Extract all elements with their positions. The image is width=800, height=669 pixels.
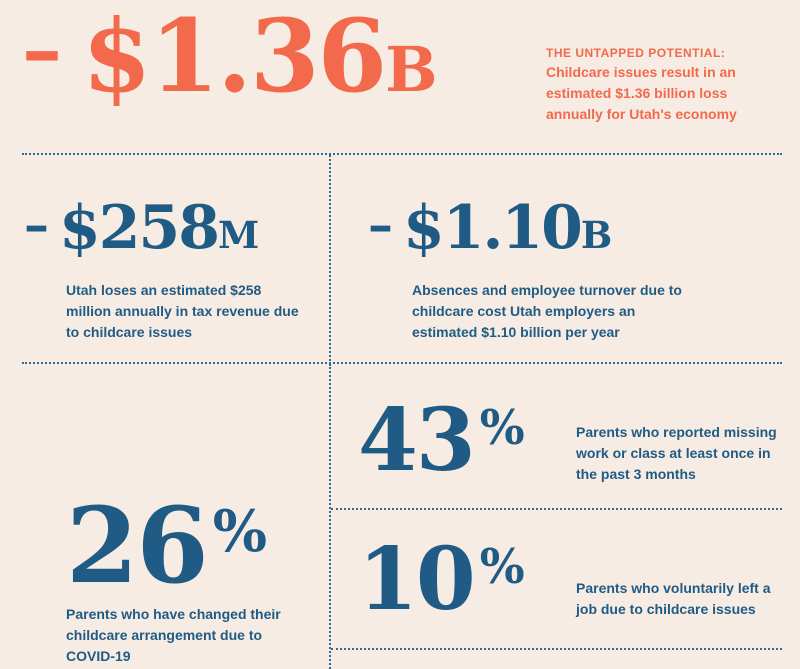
absences-loss-text: Absences and employee turnover due to ch… — [412, 282, 682, 340]
divider-right-middle — [331, 508, 782, 510]
divider-top — [22, 153, 782, 155]
tax-loss-figure: – $258M — [24, 198, 259, 258]
absences-loss-suffix: B — [580, 213, 613, 257]
untapped-potential-text: Childcare issues result in an estimated … — [546, 64, 737, 122]
total-loss-dash: – — [22, 2, 62, 96]
absences-loss-value: $1.10 — [403, 193, 583, 263]
stat-10-value: 10 — [358, 529, 476, 630]
absences-loss-dash: – — [368, 195, 393, 254]
stat-10-figure: 10% — [358, 537, 525, 623]
stat-43-value: 43 — [358, 390, 476, 491]
tax-loss-value: $258 — [59, 193, 220, 263]
stat-26-text: Parents who have changed their childcare… — [66, 606, 281, 664]
tax-loss-dash: – — [24, 195, 49, 254]
stat-43-text: Parents who reported missing work or cla… — [576, 424, 777, 482]
total-loss-suffix: B — [385, 33, 438, 106]
stat-26-figure: 26% — [66, 494, 267, 598]
divider-middle — [22, 362, 782, 364]
divider-vertical-lower — [329, 364, 331, 669]
divider-vertical-middle — [329, 155, 331, 365]
stat-10-text: Parents who voluntarily left a job due t… — [576, 580, 771, 617]
stat-43-unit: % — [479, 401, 525, 456]
untapped-potential-heading: THE UNTAPPED POTENTIAL: — [546, 46, 726, 60]
stat-26-value: 26 — [66, 484, 209, 607]
stat-10-unit: % — [479, 540, 525, 595]
untapped-potential-callout: THE UNTAPPED POTENTIAL: Childcare issues… — [546, 44, 786, 125]
divider-right-bottom — [331, 648, 782, 650]
stat-43-figure: 43% — [358, 398, 525, 484]
absences-loss-figure: – $1.10B — [368, 198, 612, 258]
total-loss-figure: – $1.36B — [22, 6, 438, 106]
tax-loss-suffix: M — [218, 213, 260, 257]
stat-26-unit: % — [212, 497, 268, 565]
total-loss-value: $1.36 — [82, 0, 387, 115]
tax-loss-text: Utah loses an estimated $258 million ann… — [66, 282, 299, 340]
